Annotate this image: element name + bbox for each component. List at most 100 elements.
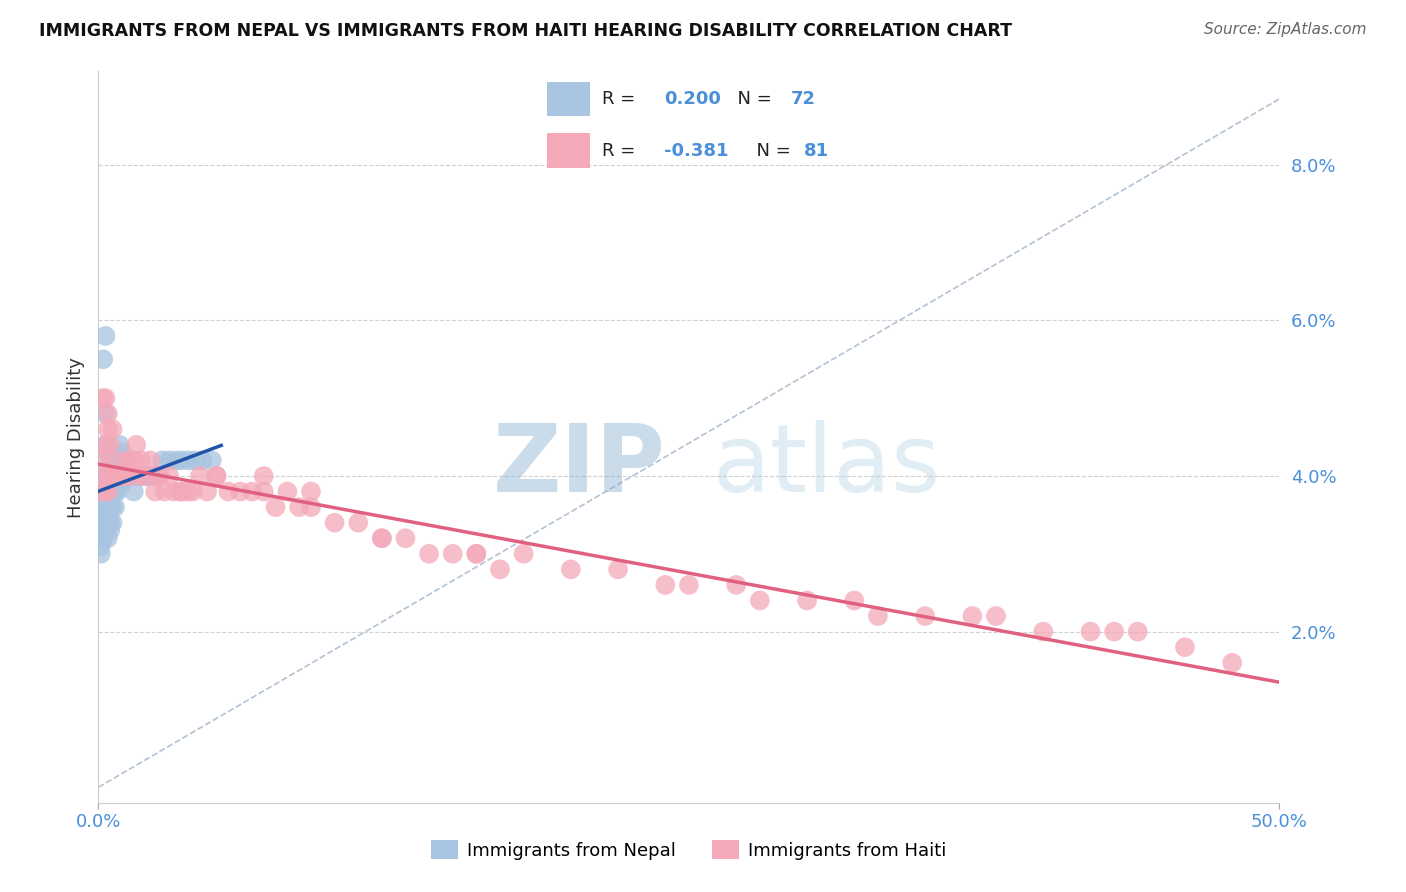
Point: [101, 469, 124, 483]
Point: [112, 453, 135, 467]
Point: [91, 500, 114, 515]
Text: 0.200: 0.200: [664, 90, 721, 108]
Point: [90, 508, 112, 522]
Point: [1126, 624, 1149, 639]
Point: [94, 329, 117, 343]
Point: [90, 516, 112, 530]
Point: [94, 524, 117, 538]
Point: [105, 469, 128, 483]
Point: [170, 484, 193, 499]
Point: [118, 469, 141, 483]
Point: [91, 484, 114, 499]
Point: [276, 484, 298, 499]
Bar: [547, 134, 591, 168]
Point: [108, 469, 131, 483]
Point: [253, 484, 276, 499]
Point: [962, 609, 984, 624]
Point: [98, 484, 121, 499]
Point: [371, 531, 394, 545]
Point: [1220, 656, 1243, 670]
Point: [181, 484, 204, 499]
Point: [111, 445, 134, 459]
Point: [115, 453, 138, 467]
Text: IMMIGRANTS FROM NEPAL VS IMMIGRANTS FROM HAITI HEARING DISABILITY CORRELATION CH: IMMIGRANTS FROM NEPAL VS IMMIGRANTS FROM…: [39, 22, 1012, 40]
Point: [191, 453, 214, 467]
Point: [1032, 624, 1054, 639]
Point: [143, 469, 166, 483]
Point: [157, 453, 180, 467]
Text: Source: ZipAtlas.com: Source: ZipAtlas.com: [1204, 22, 1367, 37]
Point: [153, 484, 176, 499]
Point: [105, 469, 128, 483]
Point: [512, 547, 534, 561]
Point: [91, 516, 114, 530]
Point: [184, 453, 207, 467]
Point: [104, 469, 127, 483]
Point: [112, 469, 135, 483]
Point: [105, 484, 128, 499]
Point: [205, 469, 228, 483]
Text: N =: N =: [745, 142, 796, 160]
Point: [91, 531, 114, 545]
Point: [108, 438, 131, 452]
Point: [170, 453, 193, 467]
Point: [104, 453, 127, 467]
Point: [418, 547, 440, 561]
Point: [129, 469, 152, 483]
Point: [97, 500, 120, 515]
Point: [91, 352, 114, 367]
Point: [129, 453, 152, 467]
Point: [94, 492, 117, 507]
Point: [97, 484, 120, 499]
Point: [90, 539, 112, 553]
Point: [465, 547, 488, 561]
Point: [111, 469, 134, 483]
Point: [132, 469, 155, 483]
Point: [94, 508, 117, 522]
Text: 81: 81: [803, 142, 828, 160]
Text: R =: R =: [602, 90, 641, 108]
Point: [91, 469, 114, 483]
Point: [748, 593, 770, 607]
Point: [441, 547, 464, 561]
Point: [101, 516, 124, 530]
Point: [115, 453, 138, 467]
Point: [97, 422, 120, 436]
Point: [97, 516, 120, 530]
Text: 72: 72: [792, 90, 815, 108]
Point: [112, 469, 135, 483]
Point: [105, 453, 128, 467]
Legend: Immigrants from Nepal, Immigrants from Haiti: Immigrants from Nepal, Immigrants from H…: [425, 833, 953, 867]
Point: [323, 516, 346, 530]
Point: [195, 484, 218, 499]
Point: [90, 547, 112, 561]
Text: N =: N =: [725, 90, 778, 108]
Point: [108, 469, 131, 483]
Point: [91, 469, 114, 483]
Point: [98, 469, 121, 483]
Point: [115, 469, 138, 483]
Point: [128, 469, 150, 483]
Point: [91, 391, 114, 405]
Point: [163, 484, 186, 499]
Point: [111, 476, 134, 491]
Point: [188, 469, 211, 483]
Text: R =: R =: [602, 142, 641, 160]
Point: [177, 453, 200, 467]
Y-axis label: Hearing Disability: Hearing Disability: [66, 357, 84, 517]
Point: [1102, 624, 1125, 639]
Point: [122, 484, 145, 499]
Point: [560, 562, 582, 576]
Point: [725, 578, 748, 592]
Point: [90, 453, 112, 467]
Text: -0.381: -0.381: [664, 142, 728, 160]
Point: [170, 484, 193, 499]
Point: [94, 469, 117, 483]
Point: [201, 453, 224, 467]
Point: [104, 453, 127, 467]
Point: [299, 500, 322, 515]
Point: [94, 438, 117, 452]
Point: [371, 531, 394, 545]
Point: [253, 469, 276, 483]
Text: ZIP: ZIP: [492, 420, 665, 512]
